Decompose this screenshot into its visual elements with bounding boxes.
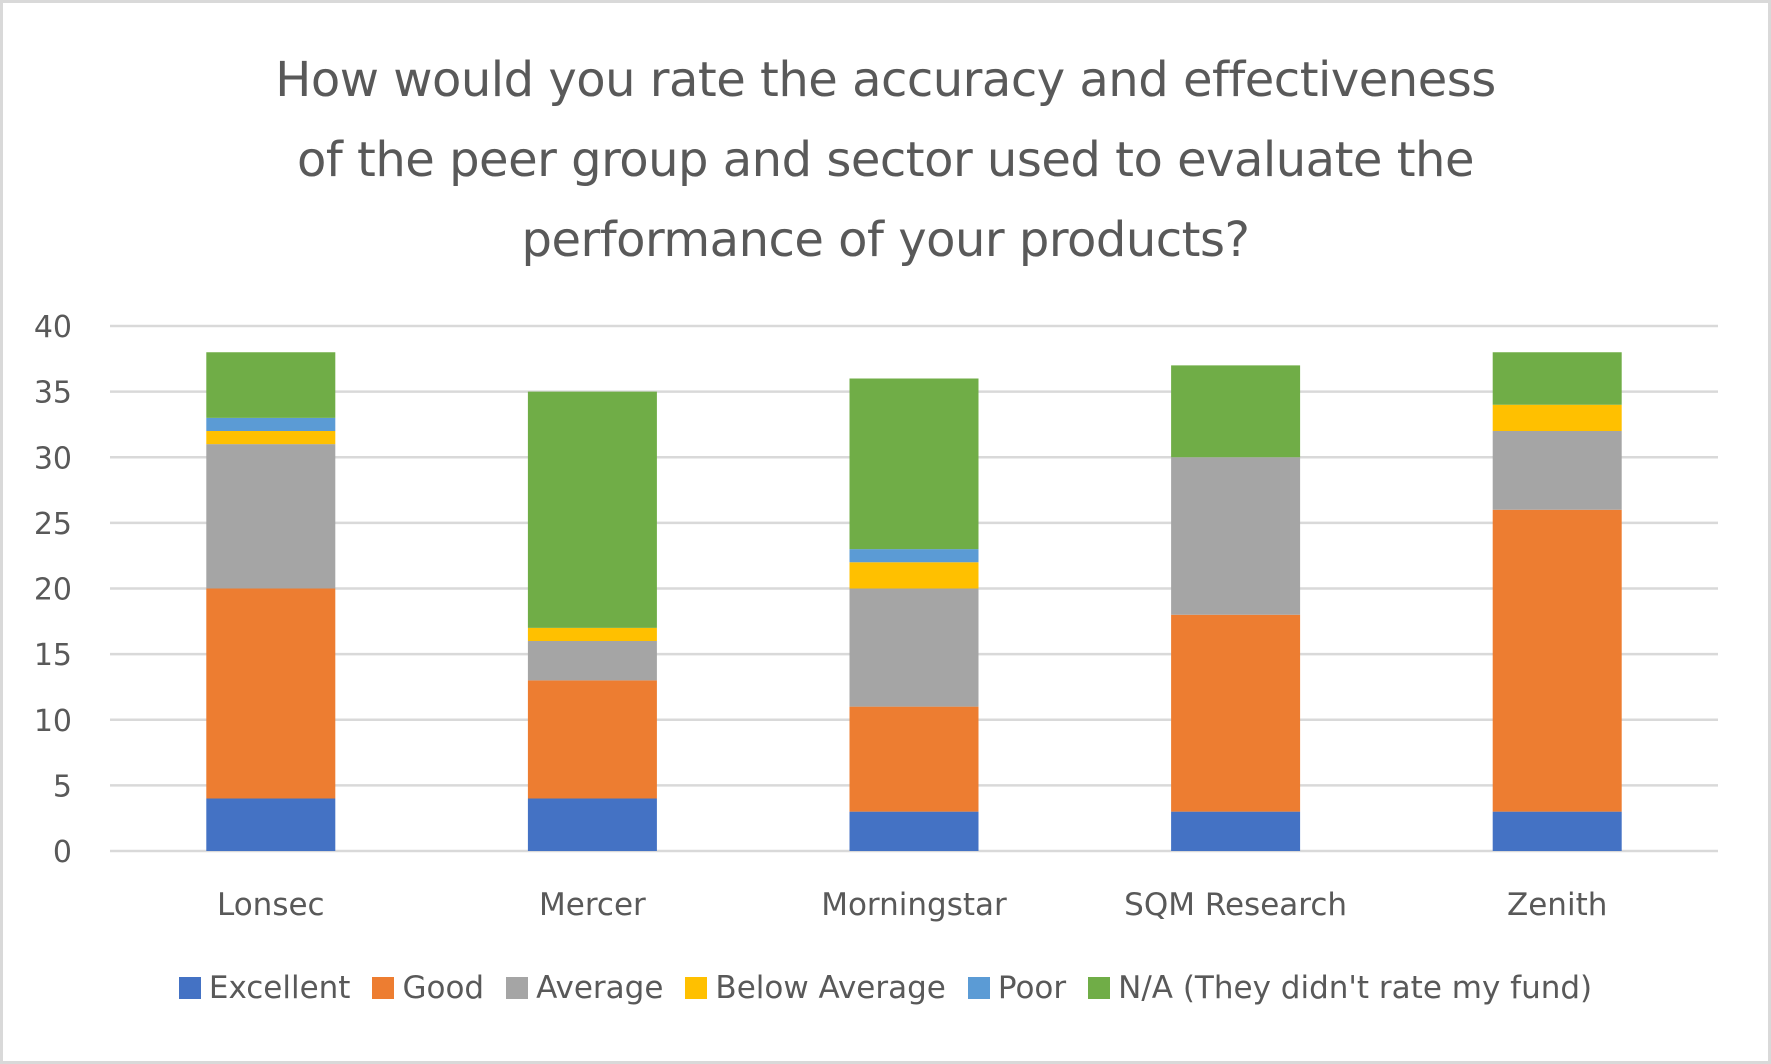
bar-segment-n-a-they-didn-t-rate-my-fund (849, 378, 979, 550)
y-tick-label: 20 (34, 573, 72, 608)
legend-label: Poor (997, 970, 1067, 1006)
legend-swatch (685, 977, 708, 999)
y-tick-label: 40 (34, 310, 72, 345)
y-tick-label: 35 (34, 376, 72, 411)
legend-item: Poor (967, 970, 1067, 1006)
legend-swatch (967, 977, 990, 999)
y-tick-label: 10 (34, 704, 72, 739)
bar-segment-below-average (206, 431, 336, 445)
bar-segment-below-average (849, 562, 979, 589)
bar-segment-excellent (527, 798, 657, 851)
bar-segment-n-a-they-didn-t-rate-my-fund (527, 391, 657, 628)
bar-segment-good (849, 706, 979, 812)
bar-stack (206, 352, 336, 851)
x-category-label: Zenith (1507, 887, 1607, 923)
legend: Excellent Good Average Below Average Poor N/A… (0, 970, 1771, 1006)
legend-label: Below Average (715, 970, 946, 1006)
bar-segment-below-average (1492, 404, 1622, 431)
bar-segment-good (1492, 509, 1622, 812)
legend-swatch (178, 977, 201, 999)
bar-segment-average (527, 641, 657, 681)
y-axis-tick-labels: 0 5 10 15 20 25 30 35 40 (34, 310, 72, 870)
x-category-label: Morningstar (821, 887, 1007, 923)
bar-segment-good (1171, 614, 1301, 812)
chart-title: How would you rate the accuracy and effe… (275, 52, 1496, 268)
legend-item: Below Average (685, 970, 946, 1006)
bar-stack (1492, 352, 1622, 851)
legend-item: Average (506, 970, 663, 1006)
x-axis-category-labels: Lonsec Mercer Morningstar SQM Research Zenit… (217, 887, 1607, 923)
bar-segment-average (849, 588, 979, 707)
bar-segment-poor (206, 417, 336, 431)
bar-segment-poor (849, 549, 979, 563)
x-category-label: SQM Research (1124, 887, 1347, 923)
legend-item: N/A (They didn't rate my fund) (1088, 970, 1592, 1006)
bar-segment-average (206, 444, 336, 589)
legend-label: Average (536, 970, 664, 1006)
bar-segment-n-a-they-didn-t-rate-my-fund (1171, 365, 1301, 458)
bar-stack (527, 391, 657, 851)
bar-segment-average (1171, 457, 1301, 615)
bar-segment-excellent (1171, 811, 1301, 851)
x-category-label: Mercer (539, 887, 646, 923)
bar-stack (849, 378, 979, 851)
y-tick-label: 0 (53, 835, 72, 870)
bar-segment-n-a-they-didn-t-rate-my-fund (1492, 352, 1622, 405)
bar-segment-good (527, 680, 657, 799)
legend-label: N/A (They didn't rate my fund) (1118, 970, 1593, 1006)
legend-swatch (1088, 977, 1111, 999)
bar-segment-excellent (849, 811, 979, 851)
y-tick-label: 30 (34, 441, 72, 476)
bar-segment-n-a-they-didn-t-rate-my-fund (206, 352, 336, 418)
x-category-label: Lonsec (217, 887, 325, 923)
legend-item: Excellent (178, 970, 351, 1006)
y-tick-label: 5 (53, 769, 72, 804)
legend-swatch (506, 977, 529, 999)
bar-segment-average (1492, 431, 1622, 510)
y-tick-label: 25 (34, 507, 72, 542)
legend-label: Good (402, 970, 485, 1006)
bar-segment-below-average (527, 627, 657, 641)
legend-item: Good (372, 970, 484, 1006)
bar-segment-good (206, 588, 336, 799)
legend-label: Excellent (208, 970, 351, 1006)
legend-swatch (372, 977, 395, 999)
bar-stack (1171, 365, 1301, 851)
bar-segment-excellent (1492, 811, 1622, 851)
y-tick-label: 15 (34, 638, 72, 673)
bars (206, 352, 1622, 851)
bar-segment-excellent (206, 798, 336, 851)
